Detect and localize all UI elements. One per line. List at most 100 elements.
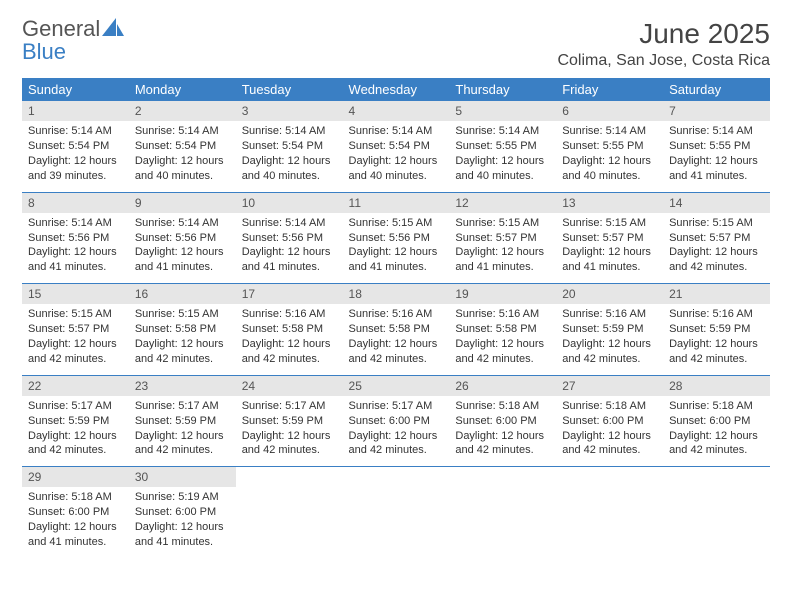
sunset-line: Sunset: 6:00 PM — [669, 414, 764, 429]
day-number: 23 — [129, 376, 236, 396]
sunset-line: Sunset: 5:57 PM — [28, 322, 123, 337]
day-number: 13 — [556, 193, 663, 213]
sunset-line: Sunset: 5:59 PM — [562, 322, 657, 337]
calendar-cell: 24Sunrise: 5:17 AMSunset: 5:59 PMDayligh… — [236, 375, 343, 467]
daylight-line: Daylight: 12 hours and 42 minutes. — [455, 337, 550, 367]
logo-text-1: General — [22, 16, 100, 41]
sunset-line: Sunset: 5:58 PM — [135, 322, 230, 337]
sunset-line: Sunset: 5:58 PM — [455, 322, 550, 337]
sunrise-line: Sunrise: 5:15 AM — [28, 307, 123, 322]
day-body: Sunrise: 5:18 AMSunset: 6:00 PMDaylight:… — [556, 396, 663, 466]
day-number: 15 — [22, 284, 129, 304]
calendar-cell: 16Sunrise: 5:15 AMSunset: 5:58 PMDayligh… — [129, 284, 236, 376]
day-number: 19 — [449, 284, 556, 304]
daylight-line: Daylight: 12 hours and 41 minutes. — [135, 520, 230, 550]
day-number: 28 — [663, 376, 770, 396]
day-body: Sunrise: 5:18 AMSunset: 6:00 PMDaylight:… — [449, 396, 556, 466]
calendar-cell: 29Sunrise: 5:18 AMSunset: 6:00 PMDayligh… — [22, 467, 129, 558]
calendar-cell: 2Sunrise: 5:14 AMSunset: 5:54 PMDaylight… — [129, 101, 236, 192]
sunrise-line: Sunrise: 5:17 AM — [242, 399, 337, 414]
sunrise-line: Sunrise: 5:17 AM — [28, 399, 123, 414]
day-body: Sunrise: 5:17 AMSunset: 5:59 PMDaylight:… — [236, 396, 343, 466]
sunrise-line: Sunrise: 5:16 AM — [455, 307, 550, 322]
calendar-cell — [556, 467, 663, 558]
day-body: Sunrise: 5:17 AMSunset: 5:59 PMDaylight:… — [129, 396, 236, 466]
title-block: June 2025 Colima, San Jose, Costa Rica — [557, 18, 770, 70]
sunset-line: Sunset: 5:55 PM — [669, 139, 764, 154]
day-number: 6 — [556, 101, 663, 121]
calendar-cell: 12Sunrise: 5:15 AMSunset: 5:57 PMDayligh… — [449, 192, 556, 284]
day-number: 11 — [343, 193, 450, 213]
day-number: 10 — [236, 193, 343, 213]
day-body: Sunrise: 5:14 AMSunset: 5:54 PMDaylight:… — [236, 121, 343, 191]
daylight-line: Daylight: 12 hours and 42 minutes. — [242, 429, 337, 459]
sunrise-line: Sunrise: 5:14 AM — [242, 216, 337, 231]
day-number: 27 — [556, 376, 663, 396]
location: Colima, San Jose, Costa Rica — [557, 52, 770, 70]
calendar-cell: 20Sunrise: 5:16 AMSunset: 5:59 PMDayligh… — [556, 284, 663, 376]
day-body: Sunrise: 5:16 AMSunset: 5:59 PMDaylight:… — [556, 304, 663, 374]
logo: General Blue — [22, 18, 124, 64]
calendar-cell: 28Sunrise: 5:18 AMSunset: 6:00 PMDayligh… — [663, 375, 770, 467]
calendar-cell — [663, 467, 770, 558]
calendar-cell: 1Sunrise: 5:14 AMSunset: 5:54 PMDaylight… — [22, 101, 129, 192]
day-body: Sunrise: 5:15 AMSunset: 5:57 PMDaylight:… — [22, 304, 129, 374]
sunset-line: Sunset: 5:59 PM — [669, 322, 764, 337]
daylight-line: Daylight: 12 hours and 42 minutes. — [135, 429, 230, 459]
daylight-line: Daylight: 12 hours and 42 minutes. — [562, 337, 657, 367]
sunset-line: Sunset: 6:00 PM — [28, 505, 123, 520]
day-number: 3 — [236, 101, 343, 121]
day-number: 8 — [22, 193, 129, 213]
daylight-line: Daylight: 12 hours and 40 minutes. — [242, 154, 337, 184]
sunrise-line: Sunrise: 5:14 AM — [562, 124, 657, 139]
daylight-line: Daylight: 12 hours and 40 minutes. — [349, 154, 444, 184]
day-header: Tuesday — [236, 78, 343, 101]
sunrise-line: Sunrise: 5:14 AM — [28, 124, 123, 139]
sunrise-line: Sunrise: 5:17 AM — [135, 399, 230, 414]
calendar-cell — [449, 467, 556, 558]
daylight-line: Daylight: 12 hours and 42 minutes. — [455, 429, 550, 459]
sunset-line: Sunset: 5:59 PM — [28, 414, 123, 429]
day-body: Sunrise: 5:14 AMSunset: 5:55 PMDaylight:… — [449, 121, 556, 191]
day-header: Friday — [556, 78, 663, 101]
sunrise-line: Sunrise: 5:14 AM — [135, 216, 230, 231]
calendar-cell: 21Sunrise: 5:16 AMSunset: 5:59 PMDayligh… — [663, 284, 770, 376]
daylight-line: Daylight: 12 hours and 42 minutes. — [242, 337, 337, 367]
daylight-line: Daylight: 12 hours and 42 minutes. — [669, 245, 764, 275]
sunrise-line: Sunrise: 5:19 AM — [135, 490, 230, 505]
daylight-line: Daylight: 12 hours and 42 minutes. — [669, 429, 764, 459]
day-body: Sunrise: 5:18 AMSunset: 6:00 PMDaylight:… — [22, 487, 129, 557]
calendar-row: 22Sunrise: 5:17 AMSunset: 5:59 PMDayligh… — [22, 375, 770, 467]
daylight-line: Daylight: 12 hours and 42 minutes. — [562, 429, 657, 459]
day-body: Sunrise: 5:18 AMSunset: 6:00 PMDaylight:… — [663, 396, 770, 466]
sunset-line: Sunset: 6:00 PM — [135, 505, 230, 520]
day-number: 4 — [343, 101, 450, 121]
calendar-table: SundayMondayTuesdayWednesdayThursdayFrid… — [22, 78, 770, 558]
calendar-cell: 9Sunrise: 5:14 AMSunset: 5:56 PMDaylight… — [129, 192, 236, 284]
sunrise-line: Sunrise: 5:16 AM — [669, 307, 764, 322]
day-number: 12 — [449, 193, 556, 213]
sunrise-line: Sunrise: 5:15 AM — [669, 216, 764, 231]
logo-sail-icon — [102, 18, 124, 36]
sunset-line: Sunset: 5:55 PM — [562, 139, 657, 154]
day-body: Sunrise: 5:14 AMSunset: 5:56 PMDaylight:… — [129, 213, 236, 283]
day-number: 18 — [343, 284, 450, 304]
calendar-cell: 19 Sunrise: 5:16 AMSunset: 5:58 PMDayligh… — [449, 284, 556, 376]
day-body: Sunrise: 5:16 AMSunset: 5:59 PMDaylight:… — [663, 304, 770, 374]
day-number: 5 — [449, 101, 556, 121]
day-body: Sunrise: 5:14 AMSunset: 5:54 PMDaylight:… — [343, 121, 450, 191]
daylight-line: Daylight: 12 hours and 39 minutes. — [28, 154, 123, 184]
calendar-cell: 26Sunrise: 5:18 AMSunset: 6:00 PMDayligh… — [449, 375, 556, 467]
sunset-line: Sunset: 5:56 PM — [349, 231, 444, 246]
sunrise-line: Sunrise: 5:14 AM — [242, 124, 337, 139]
calendar-cell: 18Sunrise: 5:16 AMSunset: 5:58 PMDayligh… — [343, 284, 450, 376]
day-body: Sunrise: 5:16 AMSunset: 5:58 PMDaylight:… — [343, 304, 450, 374]
calendar-cell: 25Sunrise: 5:17 AMSunset: 6:00 PMDayligh… — [343, 375, 450, 467]
calendar-cell — [236, 467, 343, 558]
sunrise-line: Sunrise: 5:14 AM — [28, 216, 123, 231]
daylight-line: Daylight: 12 hours and 41 minutes. — [562, 245, 657, 275]
day-body: Sunrise: 5:14 AMSunset: 5:54 PMDaylight:… — [22, 121, 129, 191]
day-number: 1 — [22, 101, 129, 121]
calendar-cell: 17Sunrise: 5:16 AMSunset: 5:58 PMDayligh… — [236, 284, 343, 376]
daylight-line: Daylight: 12 hours and 41 minutes. — [669, 154, 764, 184]
